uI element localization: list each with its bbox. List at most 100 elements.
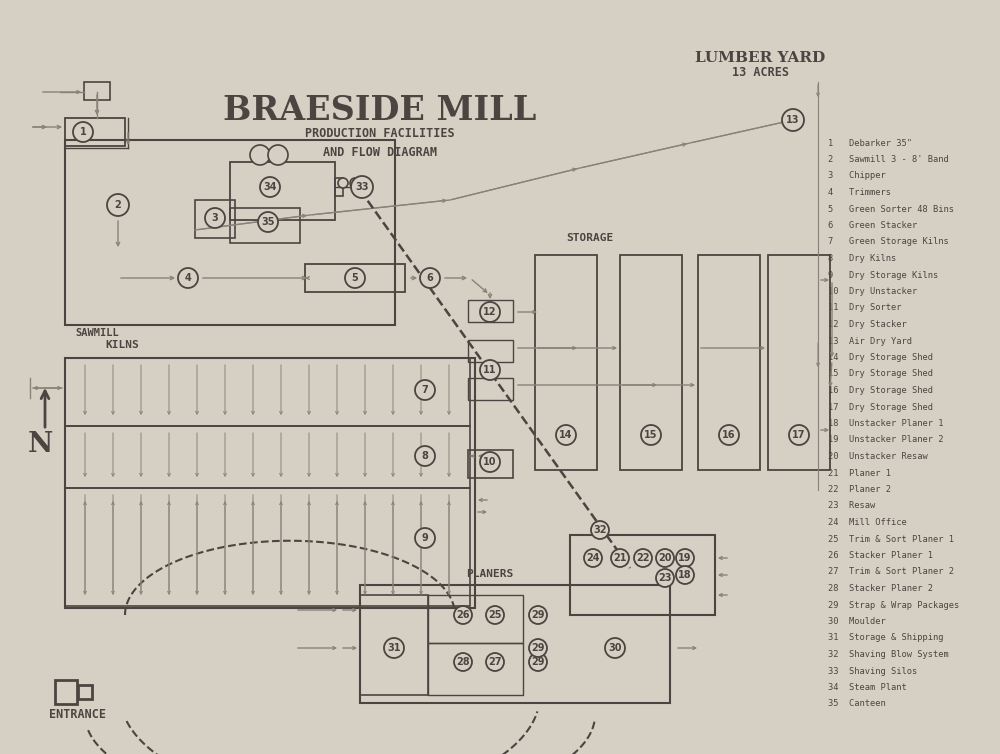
Text: 1   Debarker 35": 1 Debarker 35" [828, 139, 912, 148]
Text: 26: 26 [456, 610, 470, 620]
Bar [195, 200, 235, 238]
Circle shape [584, 549, 602, 567]
Circle shape [250, 145, 270, 165]
Circle shape [676, 549, 694, 567]
Text: LUMBER YARD: LUMBER YARD [695, 51, 825, 65]
Text: PLANERS: PLANERS [466, 569, 514, 579]
Circle shape [719, 425, 739, 445]
Text: 25: 25 [488, 610, 502, 620]
Text: 18: 18 [678, 570, 692, 580]
Bar [65, 358, 475, 608]
Circle shape [556, 425, 576, 445]
Bar [65, 118, 125, 146]
Bar [428, 643, 523, 695]
Circle shape [656, 569, 674, 587]
Text: 35  Canteen: 35 Canteen [828, 700, 886, 709]
Text: 3: 3 [212, 213, 218, 223]
Text: KILNS: KILNS [105, 340, 139, 350]
Circle shape [591, 521, 609, 539]
Circle shape [350, 178, 360, 188]
Circle shape [641, 425, 661, 445]
Text: 35: 35 [261, 217, 275, 227]
Text: 26  Stacker Planer 1: 26 Stacker Planer 1 [828, 551, 933, 560]
Text: 33  Shaving Silos: 33 Shaving Silos [828, 667, 917, 676]
Circle shape [384, 638, 404, 658]
Circle shape [529, 653, 547, 671]
Text: 33: 33 [355, 182, 369, 192]
Circle shape [338, 178, 348, 188]
Text: 31: 31 [387, 643, 401, 653]
Bar [65, 426, 470, 488]
Circle shape [415, 380, 435, 400]
Text: 4: 4 [185, 273, 191, 283]
Text: BRAESIDE MILL: BRAESIDE MILL [223, 93, 537, 127]
Bar [84, 82, 110, 100]
Bar [360, 585, 670, 703]
Circle shape [480, 360, 500, 380]
Circle shape [258, 212, 278, 232]
Text: 22  Planer 2: 22 Planer 2 [828, 485, 891, 494]
Text: 27: 27 [488, 657, 502, 667]
Circle shape [268, 145, 288, 165]
Bar [535, 255, 597, 470]
Circle shape [454, 606, 472, 624]
Text: 11  Dry Sorter: 11 Dry Sorter [828, 304, 902, 312]
Text: 7   Green Storage Kilns: 7 Green Storage Kilns [828, 238, 949, 247]
Bar [230, 162, 335, 220]
Text: 17: 17 [792, 430, 806, 440]
Text: 3   Chipper: 3 Chipper [828, 171, 886, 180]
Text: 27  Trim & Sort Planer 2: 27 Trim & Sort Planer 2 [828, 568, 954, 577]
Circle shape [789, 425, 809, 445]
Circle shape [529, 639, 547, 657]
Text: 13  Air Dry Yard: 13 Air Dry Yard [828, 336, 912, 345]
Text: 18  Unstacker Planer 1: 18 Unstacker Planer 1 [828, 419, 944, 428]
Circle shape [73, 122, 93, 142]
Text: 6   Green Stacker: 6 Green Stacker [828, 221, 917, 230]
Circle shape [107, 194, 129, 216]
Text: 6: 6 [427, 273, 433, 283]
Bar [55, 680, 77, 704]
Text: 16: 16 [722, 430, 736, 440]
Bar [360, 595, 428, 695]
Text: 13: 13 [786, 115, 800, 125]
Circle shape [415, 528, 435, 548]
Text: 30  Moulder: 30 Moulder [828, 617, 886, 626]
Text: 8: 8 [422, 451, 428, 461]
Text: 11: 11 [483, 365, 497, 375]
Text: 23  Resaw: 23 Resaw [828, 501, 875, 510]
Text: 29: 29 [531, 657, 545, 667]
Circle shape [480, 302, 500, 322]
Text: 16  Dry Storage Shed: 16 Dry Storage Shed [828, 386, 933, 395]
Circle shape [656, 549, 674, 567]
Circle shape [205, 208, 225, 228]
Text: 5: 5 [352, 273, 358, 283]
Bar [78, 685, 92, 699]
Text: 10  Dry Unstacker: 10 Dry Unstacker [828, 287, 917, 296]
Text: 7: 7 [422, 385, 428, 395]
Circle shape [486, 653, 504, 671]
Bar [335, 178, 343, 196]
Bar [570, 535, 715, 615]
Circle shape [420, 268, 440, 288]
Text: 20: 20 [658, 553, 672, 563]
Text: PRODUCTION FACILITIES
AND FLOW DIAGRAM: PRODUCTION FACILITIES AND FLOW DIAGRAM [305, 127, 455, 159]
Text: 9   Dry Storage Kilns: 9 Dry Storage Kilns [828, 271, 938, 280]
Bar [65, 358, 470, 426]
Text: 24: 24 [586, 553, 600, 563]
Bar [698, 255, 760, 470]
Text: 5   Green Sorter 48 Bins: 5 Green Sorter 48 Bins [828, 204, 954, 213]
Text: 14: 14 [559, 430, 573, 440]
Text: 31  Storage & Shipping: 31 Storage & Shipping [828, 633, 944, 642]
Circle shape [480, 452, 500, 472]
Text: 14  Dry Storage Shed: 14 Dry Storage Shed [828, 353, 933, 362]
Bar [468, 450, 513, 478]
Bar [620, 255, 682, 470]
Bar [428, 595, 523, 643]
Text: SAWMILL: SAWMILL [75, 328, 119, 338]
Circle shape [676, 566, 694, 584]
Circle shape [634, 549, 652, 567]
Text: 9: 9 [422, 533, 428, 543]
Circle shape [454, 653, 472, 671]
Bar [468, 340, 513, 362]
Bar [230, 208, 300, 243]
